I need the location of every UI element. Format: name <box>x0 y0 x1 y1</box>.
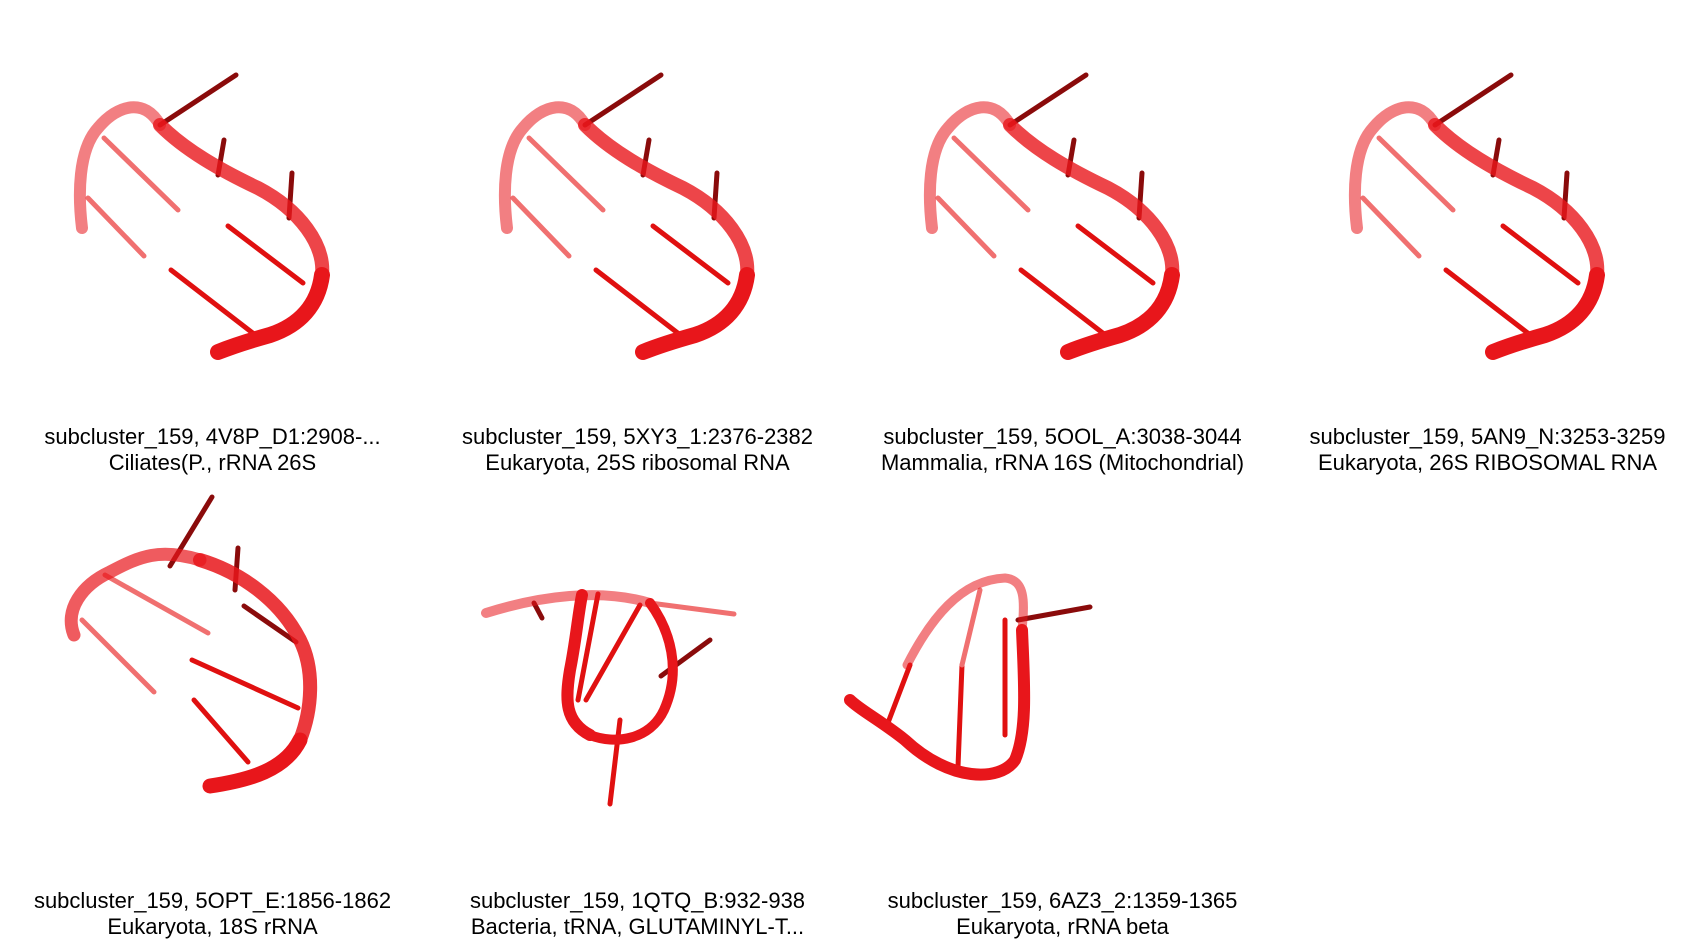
base-stick <box>1432 72 1514 128</box>
base-stick <box>1007 72 1089 128</box>
panel-caption: subcluster_159, 1QTQ_B:932-938 Bacteria,… <box>425 888 850 940</box>
base-stick <box>1376 135 1456 213</box>
backbone-ribbon <box>498 101 591 234</box>
structure-panel-7: subcluster_159, 6AZ3_2:1359-1365 Eukaryo… <box>844 470 1275 940</box>
structure-panel-1: subcluster_159, 4V8P_D1:2908-... Ciliate… <box>0 0 425 475</box>
base-stick <box>959 587 983 668</box>
panel-label: subcluster_159, 6AZ3_2:1359-1365 <box>887 888 1238 913</box>
base-stick <box>955 662 965 770</box>
structure-panel-6: subcluster_159, 1QTQ_B:932-938 Bacteria,… <box>425 470 850 940</box>
base-stick <box>1500 223 1581 286</box>
panel-subtitle: Bacteria, tRNA, GLUTAMINYL-T... <box>470 914 805 939</box>
base-stick <box>575 591 601 703</box>
backbone-ribbon <box>1428 118 1605 282</box>
backbone-ribbon <box>1485 267 1605 360</box>
backbone-ribbon <box>73 101 166 234</box>
backbone-ribbon <box>585 598 678 745</box>
panel-caption: subcluster_159, 6AZ3_2:1359-1365 Eukaryo… <box>850 888 1275 940</box>
backbone-ribbon <box>1060 267 1180 360</box>
backbone-ribbon <box>193 553 318 747</box>
rna-structure-image <box>481 589 737 807</box>
base-stick <box>647 600 737 617</box>
backbone-ribbon <box>202 732 308 794</box>
base-stick <box>189 657 301 711</box>
rna-structure-image <box>1348 72 1605 360</box>
base-stick <box>1360 195 1422 259</box>
panel-caption: subcluster_159, 5AN9_N:3253-3259 Eukaryo… <box>1275 424 1700 476</box>
rna-structure-image <box>64 494 318 794</box>
base-stick <box>168 267 257 337</box>
backbone-ribbon <box>481 590 655 618</box>
base-stick <box>650 223 731 286</box>
base-stick <box>79 617 157 695</box>
backbone-ribbon <box>210 267 330 360</box>
base-stick <box>157 72 239 128</box>
backbone-ribbon <box>844 624 1031 781</box>
base-stick <box>582 72 664 128</box>
panel-subtitle: Ciliates(P., rRNA 26S <box>108 450 317 475</box>
panel-caption: subcluster_159, 5XY3_1:2376-2382 Eukaryo… <box>425 424 850 476</box>
panel-subtitle: Eukaryota, 18S rRNA <box>107 914 318 939</box>
panel-subtitle: Eukaryota, 26S RIBOSOMAL RNA <box>1317 450 1658 475</box>
backbone-ribbon <box>561 589 596 741</box>
base-stick <box>1018 267 1107 337</box>
panel-label: subcluster_159, 5OPT_E:1856-1862 <box>33 888 392 913</box>
backbone-ribbon <box>64 547 207 642</box>
base-stick <box>1443 267 1532 337</box>
base-stick <box>1015 604 1093 623</box>
backbone-ribbon <box>153 118 330 282</box>
base-stick <box>101 135 181 213</box>
base-stick <box>935 195 997 259</box>
base-stick <box>526 135 606 213</box>
structure-panel-3: subcluster_159, 5OOL_A:3038-3044 Mammali… <box>850 0 1275 475</box>
panel-label: subcluster_159, 5OOL_A:3038-3044 <box>883 424 1242 449</box>
base-stick <box>241 603 299 645</box>
backbone-ribbon <box>902 573 1028 670</box>
base-stick <box>102 572 211 636</box>
backbone-ribbon <box>923 101 1016 234</box>
structure-panel-5: subcluster_159, 5OPT_E:1856-1862 Eukaryo… <box>0 470 425 940</box>
base-stick <box>593 267 682 337</box>
base-stick <box>225 223 306 286</box>
base-stick <box>85 195 147 259</box>
backbone-ribbon <box>578 118 755 282</box>
base-stick <box>510 195 572 259</box>
panel-subtitle: Mammalia, rRNA 16S (Mitochondrial) <box>880 450 1245 475</box>
panel-label: subcluster_159, 5XY3_1:2376-2382 <box>461 424 814 449</box>
backbone-ribbon <box>1003 118 1180 282</box>
base-stick <box>191 697 251 765</box>
structure-panel-2: subcluster_159, 5XY3_1:2376-2382 Eukaryo… <box>425 0 850 475</box>
base-stick <box>883 662 913 731</box>
structure-panel-4: subcluster_159, 5AN9_N:3253-3259 Eukaryo… <box>1275 0 1700 475</box>
base-stick <box>1075 223 1156 286</box>
panel-subtitle: Eukaryota, 25S ribosomal RNA <box>485 450 790 475</box>
rna-structure-image <box>844 573 1093 781</box>
rna-structure-image <box>498 72 755 360</box>
panel-label: subcluster_159, 1QTQ_B:932-938 <box>469 888 806 913</box>
panel-caption: subcluster_159, 4V8P_D1:2908-... Ciliate… <box>0 424 425 476</box>
panel-label: subcluster_159, 4V8P_D1:2908-... <box>44 424 381 449</box>
rna-structure-image <box>73 72 330 360</box>
backbone-ribbon <box>1348 101 1441 234</box>
panel-subtitle: Eukaryota, rRNA beta <box>956 914 1169 939</box>
backbone-ribbon <box>635 267 755 360</box>
base-stick <box>583 602 643 703</box>
panel-caption: subcluster_159, 5OOL_A:3038-3044 Mammali… <box>850 424 1275 476</box>
rna-structure-image <box>923 72 1180 360</box>
panel-label: subcluster_159, 5AN9_N:3253-3259 <box>1309 424 1666 449</box>
panel-caption: subcluster_159, 5OPT_E:1856-1862 Eukaryo… <box>0 888 425 940</box>
base-stick <box>951 135 1031 213</box>
base-stick <box>607 717 623 807</box>
